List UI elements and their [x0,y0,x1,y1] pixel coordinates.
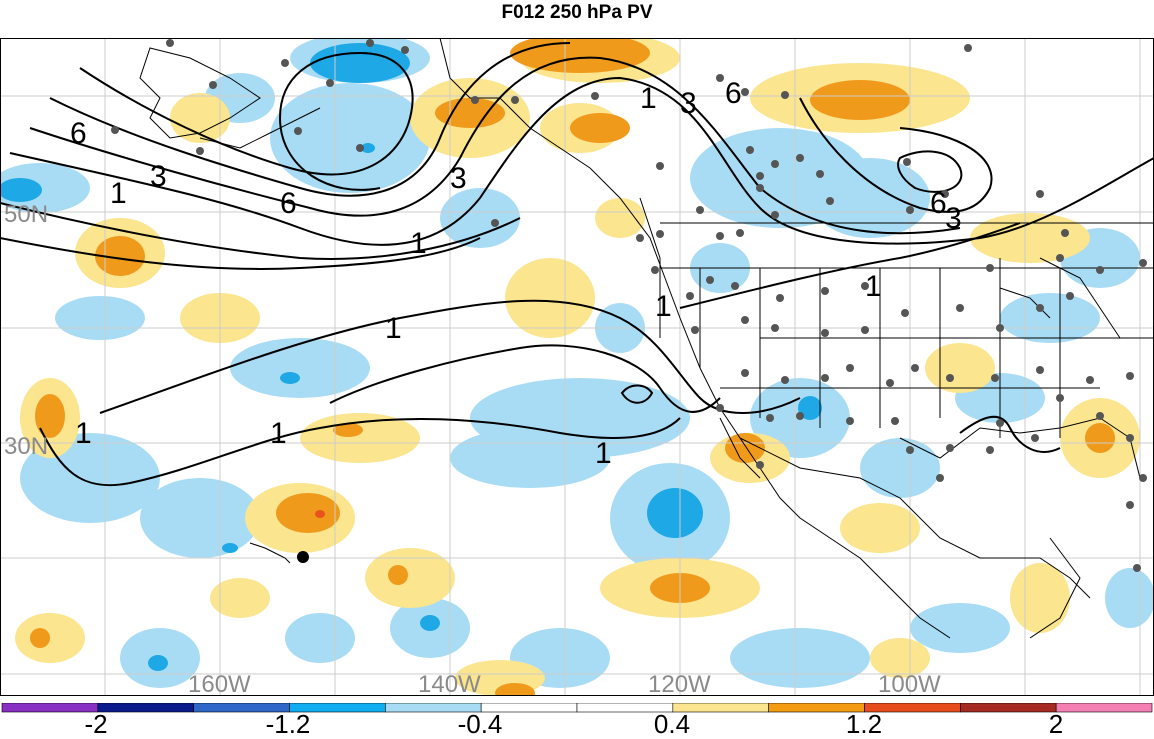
pv-contours [0,42,1154,487]
colorbar-segment [1055,703,1153,713]
graticule [0,38,1154,696]
contour-label: 1 [865,270,882,303]
contour-label: 6 [70,117,87,150]
contour-label: 1 [75,417,92,450]
contour-label: 3 [450,162,467,195]
contour-label: 6 [280,187,297,220]
lat-label-50n: 50N [4,201,48,228]
colorbar-label: -1.2 [265,709,311,739]
contour-label: 6 [725,77,742,110]
contour-label: 3 [150,160,167,193]
colorbar-label: -0.4 [457,709,503,739]
lat-label-30n: 30N [4,433,48,460]
colorbar-label: -2 [84,709,108,739]
contour-label: 3 [680,87,697,120]
lon-label-100w: 100W [878,671,941,696]
colorbar-labels: -2 -1.2 -0.4 0.4 1.2 2 [0,710,1154,739]
colorbar-label: 1.2 [845,709,883,739]
colorbar-label: 0.4 [653,709,691,739]
contour-label-group: 6 3 1 6 3 1 3 6 1 1 1 1 1 3 6 1 3 6 1 [70,77,962,470]
station-marker-highlight [297,551,309,563]
contour-label: 3 [945,202,962,235]
station-markers [111,39,1147,572]
colorbar [0,703,1154,713]
contour-label: 1 [595,437,612,470]
contour-label: 1 [655,290,672,323]
lon-label-120w: 120W [648,671,711,696]
lon-label-140w: 140W [418,671,481,696]
lon-label-160w: 160W [188,671,251,696]
contour-label: 6 [930,187,947,220]
contour-label: 1 [410,227,427,260]
contour-label: 1 [385,312,402,345]
pv-map: 6 3 1 6 3 1 3 6 1 1 1 1 1 3 6 1 3 6 1 50… [0,38,1154,696]
contour-label: 1 [110,177,127,210]
colorbar-label: 2 [1048,709,1064,739]
map-title: F012 250 hPa PV [501,2,653,23]
coastlines [139,38,1154,639]
contour-label: 1 [640,82,657,115]
contour-label: 1 [270,417,287,450]
